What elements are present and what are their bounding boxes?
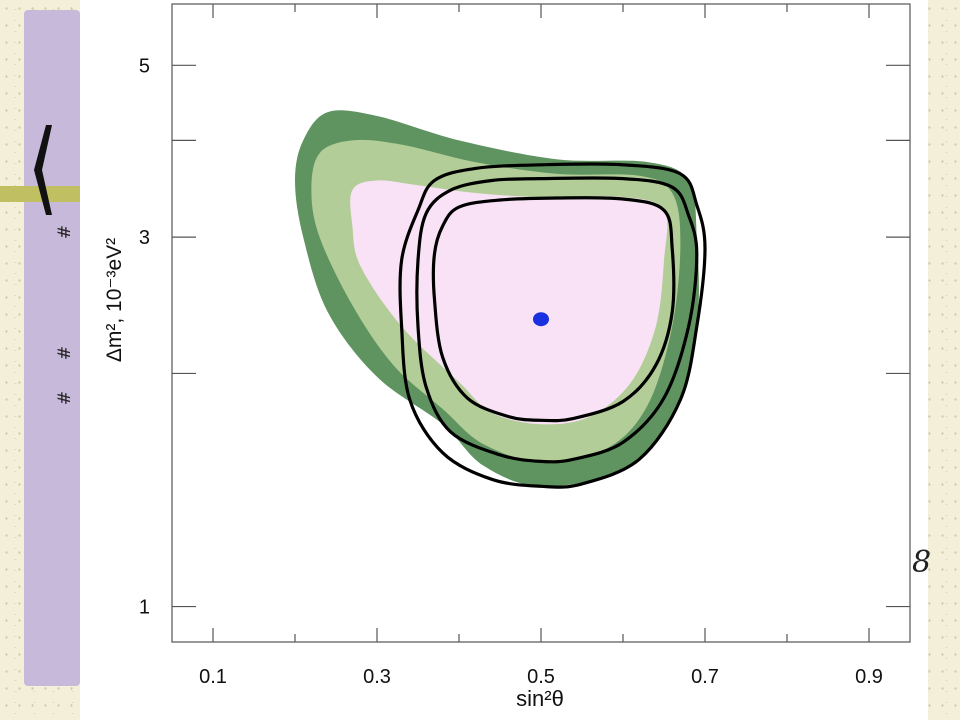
best-fit-layer — [533, 312, 549, 327]
contour-line-2 — [415, 176, 699, 464]
y-axis-label: Δm², 10⁻³eV² — [103, 237, 126, 363]
x-tick-label: 0.9 — [855, 666, 883, 688]
tick-labels: 0.1 0.3 0.5 0.7 0.9 1 3 5 — [139, 55, 883, 688]
contour-lines — [398, 162, 707, 489]
bracket-mark — [34, 125, 52, 215]
olive-stripe — [0, 186, 80, 202]
x-tick-label: 0.1 — [199, 666, 227, 688]
y-tick-label: 3 — [139, 227, 150, 249]
x-tick-label: 0.7 — [691, 666, 719, 688]
best-fit-point — [533, 312, 549, 327]
x-axis-label: sin²θ — [516, 686, 564, 711]
tick-marks — [172, 4, 910, 642]
y-tick-label: 1 — [139, 597, 150, 619]
contour-line-1 — [398, 162, 707, 489]
contour-line-3 — [431, 196, 676, 423]
filled-regions — [295, 110, 699, 487]
filled-region-3 — [350, 180, 668, 425]
y-tick-label: 5 — [139, 55, 150, 77]
x-tick-label: 0.3 — [363, 666, 391, 688]
x-tick-label: 0.5 — [527, 666, 555, 688]
side-mark: 8 — [912, 545, 932, 580]
bracket-mark-layer — [34, 125, 52, 215]
lavender-side-bar — [24, 10, 80, 686]
